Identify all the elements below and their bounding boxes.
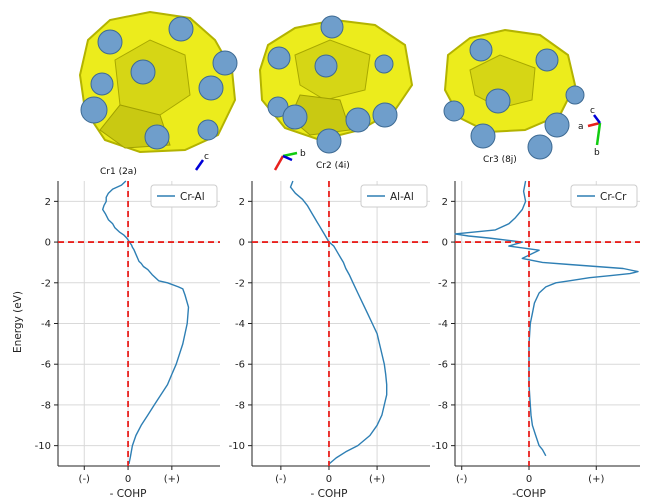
axis-arrow-c (194, 159, 205, 171)
y-tick-label: -10 (229, 441, 245, 452)
y-tick-label: 2 (45, 197, 51, 208)
y-tick-label: -2 (438, 278, 448, 289)
atom (470, 123, 496, 149)
series-line-al-al (289, 180, 388, 465)
y-tick-label: -4 (41, 319, 51, 330)
atom (144, 124, 170, 150)
x-axis-label: -COHP (512, 488, 546, 500)
atom (130, 59, 156, 85)
isosurface-facet (469, 54, 536, 109)
axis-glyph-b: b (300, 149, 306, 159)
y-tick-label: -4 (235, 319, 245, 330)
x-tick-label: 0 (326, 474, 332, 485)
atom (97, 29, 123, 55)
y-tick-label: -2 (235, 278, 245, 289)
legend-label: Al-Al (390, 191, 414, 203)
atom (314, 54, 338, 78)
atom (320, 15, 344, 39)
y-tick-label: 2 (442, 197, 448, 208)
x-tick-label: (+) (164, 474, 180, 485)
panel-al-al: 2 0 -2 -4 -6 -8 -10 (-) 0 (+) - COHP Al-Al (229, 180, 430, 500)
atom (372, 102, 398, 128)
structure-cr2: Cr2 (4i) b (258, 15, 414, 171)
atom (469, 38, 493, 62)
y-tick-label: -6 (438, 360, 448, 371)
axis-glyph-c: c (590, 106, 595, 116)
y-tick-label: -8 (41, 400, 51, 411)
x-axis-label: - COHP (310, 488, 347, 500)
axis-arrow-a (273, 155, 285, 171)
legend-box (150, 184, 218, 208)
x-tick-label: (-) (456, 474, 468, 485)
axis-arrow-b (282, 151, 298, 158)
y-tick-label: -4 (438, 319, 448, 330)
axis-arrow-b (595, 122, 602, 146)
x-axis-label: - COHP (110, 488, 147, 500)
panel-cr-cr: 2 0 -2 -4 -6 -8 -10 (-) 0 (+) -COHP Cr-Cr (432, 180, 640, 500)
atom (443, 100, 465, 122)
y-tick-label: 2 (239, 197, 245, 208)
y-tick-label: -6 (235, 360, 245, 371)
cohp-panels: 2 0 -2 -4 -6 -8 -10 (-) 0 (+) - COHP Cr-Al 2 0 -2 -4 -6 -… (35, 180, 640, 500)
x-tick-label: (-) (79, 474, 91, 485)
atom (168, 16, 194, 42)
atom (485, 88, 511, 114)
atom (535, 48, 559, 72)
atom (282, 104, 308, 130)
x-tick-label: (+) (588, 474, 604, 485)
structure-cr1: Cr1 (2a) c (78, 10, 238, 177)
axis-glyph-b: b (594, 148, 600, 158)
series-line-cr-cr (454, 180, 639, 457)
legend-label: Cr-Cr (600, 191, 627, 203)
series-line-cr-al (101, 180, 190, 465)
structure-label-cr1: Cr1 (2a) (100, 167, 137, 177)
structure-label-cr2: Cr2 (4i) (316, 161, 350, 171)
structure-cr3: Cr3 (8j) a b c (443, 28, 602, 165)
y-tick-label: -8 (438, 400, 448, 411)
axis-arrow-c (282, 154, 293, 162)
y-tick-label: 0 (442, 238, 448, 249)
structure-label-cr3: Cr3 (8j) (483, 155, 517, 165)
y-tick-label: -6 (41, 360, 51, 371)
atom (565, 85, 585, 105)
atom (345, 107, 371, 133)
atom (80, 96, 108, 124)
atom (267, 46, 291, 70)
atom (198, 75, 224, 101)
y-tick-label: -10 (432, 441, 448, 452)
axis-arrow-a (587, 121, 601, 128)
atom (527, 134, 553, 160)
panel-cr-al: 2 0 -2 -4 -6 -8 -10 (-) 0 (+) - COHP Cr-Al (35, 180, 220, 500)
axis-glyph-a: a (578, 122, 584, 132)
y-axis-label: Energy (eV) (12, 291, 24, 353)
x-tick-label: (+) (369, 474, 385, 485)
y-tick-label: -10 (35, 441, 51, 452)
y-tick-label: 0 (45, 238, 51, 249)
atom (90, 72, 114, 96)
atom (212, 50, 238, 76)
legend-box (360, 184, 428, 208)
y-tick-label: 0 (239, 238, 245, 249)
legend-box (570, 184, 638, 208)
x-tick-label: 0 (526, 474, 532, 485)
atom (374, 54, 394, 74)
y-tick-label: -2 (41, 278, 51, 289)
atom (316, 128, 342, 154)
x-tick-label: 0 (125, 474, 131, 485)
atom (197, 119, 219, 141)
axis-arrow-c (593, 114, 601, 124)
axis-glyph-c: c (204, 152, 209, 162)
legend-label: Cr-Al (180, 191, 205, 203)
y-tick-label: -8 (235, 400, 245, 411)
x-tick-label: (-) (275, 474, 287, 485)
atom (544, 112, 570, 138)
